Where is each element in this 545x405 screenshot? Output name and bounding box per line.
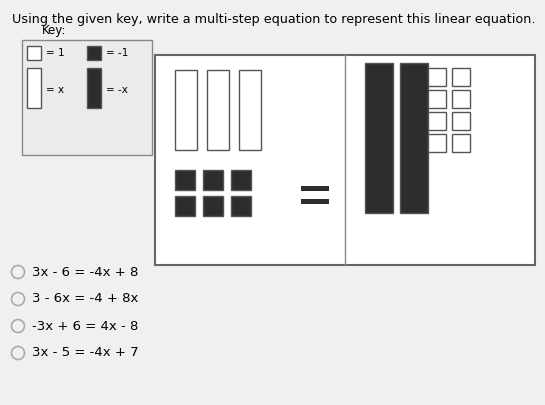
Bar <box>239 70 261 150</box>
Bar <box>428 90 446 108</box>
Bar <box>231 196 251 216</box>
Text: = -x: = -x <box>106 85 128 95</box>
Bar <box>400 63 428 213</box>
Text: Using the given key, write a multi-step equation to represent this linear equati: Using the given key, write a multi-step … <box>12 13 536 26</box>
Text: = -1: = -1 <box>106 48 129 58</box>
Bar <box>87 68 101 108</box>
Text: 3 - 6x = -4 + 8x: 3 - 6x = -4 + 8x <box>32 292 138 305</box>
Bar <box>203 170 223 190</box>
Bar <box>87 46 101 60</box>
Bar <box>175 196 195 216</box>
Bar <box>428 112 446 130</box>
Bar <box>155 55 535 265</box>
Bar <box>452 112 470 130</box>
Text: 3x - 5 = -4x + 7: 3x - 5 = -4x + 7 <box>32 347 138 360</box>
Text: = x: = x <box>46 85 64 95</box>
Bar <box>301 186 329 191</box>
Bar <box>452 68 470 86</box>
Bar <box>428 134 446 152</box>
Bar <box>301 199 329 204</box>
Bar <box>27 68 41 108</box>
Bar <box>428 68 446 86</box>
Bar <box>231 170 251 190</box>
Bar <box>27 46 41 60</box>
Bar <box>203 196 223 216</box>
Bar <box>452 134 470 152</box>
Bar <box>207 70 229 150</box>
Text: Key:: Key: <box>42 24 66 37</box>
Text: = 1: = 1 <box>46 48 65 58</box>
Text: 3x - 6 = -4x + 8: 3x - 6 = -4x + 8 <box>32 266 138 279</box>
Bar <box>175 170 195 190</box>
Text: -3x + 6 = 4x - 8: -3x + 6 = 4x - 8 <box>32 320 138 333</box>
Bar <box>365 63 393 213</box>
Bar <box>22 40 152 155</box>
Bar <box>452 90 470 108</box>
Bar <box>175 70 197 150</box>
